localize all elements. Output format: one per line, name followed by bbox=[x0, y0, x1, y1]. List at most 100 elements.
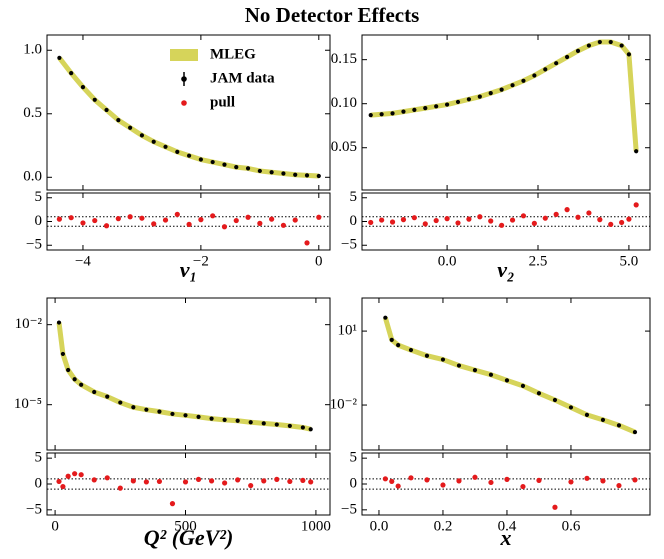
pull-point bbox=[531, 220, 537, 226]
pull-point bbox=[60, 483, 66, 490]
pull-point bbox=[411, 215, 417, 221]
pull-y-tick-label: 0 bbox=[350, 475, 358, 491]
pull-point bbox=[300, 477, 306, 483]
x-tick-label: 0.4 bbox=[498, 518, 517, 534]
data-point bbox=[401, 109, 406, 114]
data-point bbox=[304, 173, 310, 178]
legend-label: pull bbox=[210, 94, 235, 110]
x-tick-label: 2.5 bbox=[529, 253, 548, 269]
pull-point bbox=[633, 202, 639, 208]
x-tick-label: 5.0 bbox=[620, 253, 639, 269]
data-point bbox=[186, 153, 192, 158]
data-point bbox=[196, 414, 201, 419]
pull-point bbox=[632, 477, 638, 483]
pull-y-tick-label: 5 bbox=[350, 189, 358, 205]
pull-point bbox=[422, 221, 428, 227]
data-point bbox=[552, 397, 558, 403]
mleg-band bbox=[56, 322, 312, 432]
pull-point bbox=[504, 476, 510, 482]
data-point bbox=[293, 172, 298, 177]
x-tick-label: 0.0 bbox=[370, 518, 389, 534]
pull-point bbox=[195, 476, 202, 482]
data-point bbox=[72, 377, 77, 382]
pull-point bbox=[597, 217, 603, 223]
mleg-band bbox=[57, 56, 319, 179]
data-point bbox=[396, 343, 401, 348]
data-point bbox=[504, 378, 510, 383]
data-point bbox=[222, 417, 227, 422]
data-point bbox=[456, 363, 462, 368]
pull-point bbox=[130, 478, 136, 484]
pull-point bbox=[235, 477, 241, 483]
data-point bbox=[116, 118, 121, 123]
pull-point bbox=[400, 217, 407, 223]
pull-point bbox=[143, 479, 149, 485]
pull-point bbox=[408, 475, 414, 481]
data-point bbox=[383, 315, 388, 320]
x-tick-label: −2 bbox=[193, 253, 209, 269]
pull-point bbox=[616, 482, 622, 489]
x-tick-label: 0.6 bbox=[562, 518, 581, 534]
pull-point bbox=[368, 219, 374, 226]
figure-title: No Detector Effects bbox=[245, 3, 420, 27]
data-point bbox=[510, 83, 515, 88]
pull-point bbox=[280, 222, 287, 228]
data-point bbox=[390, 111, 395, 116]
data-point bbox=[536, 391, 542, 396]
pull-point bbox=[520, 483, 526, 490]
pull-point bbox=[274, 476, 280, 482]
data-point bbox=[175, 149, 180, 154]
data-point bbox=[472, 368, 478, 373]
pull-point bbox=[586, 210, 592, 216]
pull-point bbox=[608, 221, 614, 227]
pull-point bbox=[389, 478, 395, 485]
data-point bbox=[600, 417, 606, 422]
data-point bbox=[209, 416, 214, 421]
pull-point bbox=[245, 214, 251, 220]
legend-swatch bbox=[181, 100, 187, 106]
data-point bbox=[389, 337, 394, 342]
pull-point bbox=[292, 217, 298, 223]
pull-point bbox=[379, 217, 385, 223]
data-point bbox=[281, 171, 286, 176]
data-point bbox=[269, 170, 274, 175]
data-point bbox=[92, 389, 97, 395]
y-tick-label: 0.5 bbox=[23, 105, 42, 121]
mleg-band bbox=[382, 316, 636, 435]
legend-swatch bbox=[170, 49, 198, 61]
data-point bbox=[308, 427, 313, 432]
data-point bbox=[597, 39, 602, 45]
pull-y-tick-label: 0 bbox=[35, 475, 43, 491]
pull-point bbox=[575, 214, 581, 220]
pull-point bbox=[466, 216, 472, 222]
data-point bbox=[92, 97, 97, 102]
main-frame bbox=[361, 34, 651, 191]
pull-point bbox=[198, 217, 204, 223]
data-point bbox=[488, 91, 493, 96]
data-point bbox=[56, 320, 62, 325]
pull-point bbox=[91, 477, 97, 483]
x-tick-label: 0 bbox=[51, 518, 59, 534]
x-axis-label: x bbox=[500, 525, 512, 550]
pull-y-tick-label: 5 bbox=[35, 189, 43, 205]
pull-point bbox=[520, 213, 527, 219]
data-point bbox=[139, 133, 145, 138]
data-point bbox=[632, 429, 638, 435]
data-point bbox=[257, 168, 262, 174]
x-axis-label: ν₁ bbox=[180, 257, 197, 282]
data-point bbox=[434, 104, 439, 109]
data-point bbox=[60, 351, 66, 357]
data-point bbox=[424, 353, 430, 358]
data-point bbox=[520, 383, 526, 388]
data-point bbox=[144, 407, 149, 412]
pull-y-tick-label: 0 bbox=[350, 213, 358, 229]
data-point bbox=[183, 413, 188, 418]
x-tick-label: 0.0 bbox=[438, 253, 457, 269]
pull-point bbox=[269, 216, 275, 222]
data-point bbox=[118, 400, 123, 405]
pull-point bbox=[174, 211, 180, 217]
data-point bbox=[104, 107, 109, 113]
pull-y-tick-label: 5 bbox=[35, 450, 43, 466]
data-point bbox=[316, 173, 321, 179]
pull-point bbox=[626, 216, 632, 222]
